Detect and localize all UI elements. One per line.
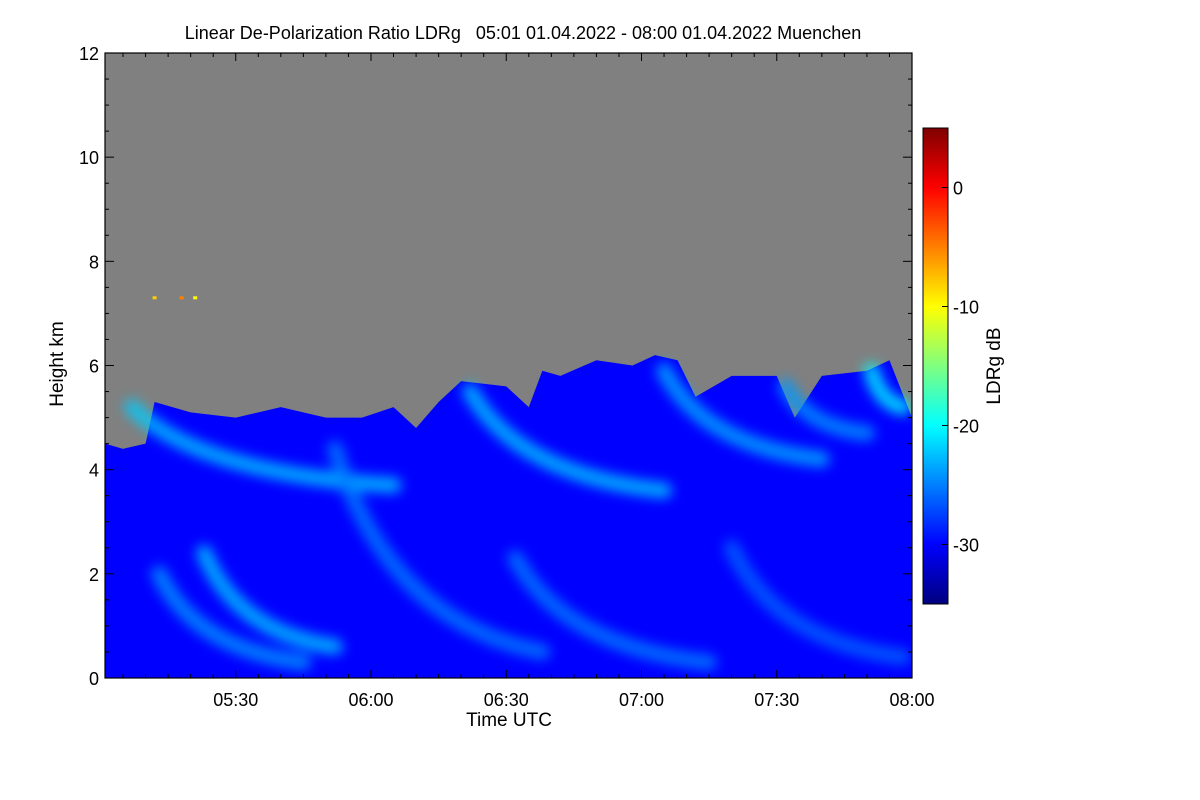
chart-title: Linear De-Polarization Ratio LDRg 05:01 …	[185, 23, 861, 43]
fall-streak	[326, 440, 551, 660]
y-tick-label: 0	[89, 669, 99, 689]
x-tick-label: 05:30	[213, 690, 258, 710]
fall-streak	[507, 550, 718, 671]
fall-streak	[151, 565, 312, 671]
y-tick-label: 8	[89, 252, 99, 272]
x-axis: 05:30 06:00 06:30 07:00 07:30 08:00	[122, 53, 935, 710]
y-axis-title: Height km	[47, 321, 68, 407]
fall-streak	[777, 378, 875, 442]
isolated-return	[193, 296, 198, 300]
y-tick-label: 10	[79, 148, 99, 168]
x-tick-label: 06:30	[484, 690, 529, 710]
y-tick-label: 6	[89, 357, 99, 377]
colorbar-title: LDRg dB	[984, 327, 1005, 404]
colorbar-tick-label: -10	[953, 298, 979, 318]
x-tick-label: 06:00	[348, 690, 393, 710]
isolated-returns	[152, 296, 198, 300]
plot-area	[105, 296, 912, 678]
isolated-return	[152, 296, 157, 300]
fall-streak	[723, 539, 911, 666]
fall-streak	[656, 362, 830, 468]
colorbar	[922, 127, 949, 605]
colorbar-tick-label: -20	[953, 417, 979, 437]
fall-streaks	[124, 362, 911, 671]
y-tick-label: 12	[79, 44, 99, 64]
x-axis-title: Time UTC	[466, 710, 552, 731]
fall-streak	[462, 383, 673, 499]
fall-streak	[863, 362, 911, 416]
y-axis: 0 2 4 6 8 10 12	[79, 44, 912, 689]
x-tick-label: 07:00	[619, 690, 664, 710]
fall-streak	[196, 545, 343, 655]
x-tick-label: 07:30	[754, 690, 799, 710]
y-tick-label: 2	[89, 565, 99, 585]
isolated-return	[179, 296, 184, 300]
cloud-region	[105, 355, 912, 678]
x-tick-label: 08:00	[889, 690, 934, 710]
colorbar-tick-label: 0	[953, 179, 963, 199]
colorbar-tick-label: -30	[953, 536, 979, 556]
colorbar-ticks: 0 -10 -20 -30	[942, 179, 979, 556]
y-tick-label: 4	[89, 461, 99, 481]
